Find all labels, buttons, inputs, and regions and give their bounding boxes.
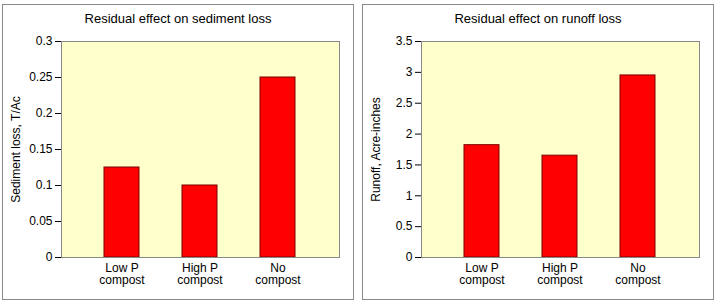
- svg-text:0: 0: [46, 250, 53, 264]
- html-text:Residual effect on runoff loss: Residual effect on runoff loss: [454, 11, 622, 26]
- svg-text:2: 2: [406, 127, 413, 141]
- html-text:Residual effect on sediment lo: Residual effect on sediment loss: [84, 11, 272, 26]
- svg-text:3.5: 3.5: [396, 34, 413, 48]
- svg-text:0.05: 0.05: [29, 214, 53, 228]
- svg-text:Nocompost: Nocompost: [615, 261, 661, 287]
- svg-text:0.3: 0.3: [36, 34, 53, 48]
- svg-text:0.25: 0.25: [29, 70, 53, 84]
- svg-text:3: 3: [406, 65, 413, 79]
- svg-text:Low Pcompost: Low Pcompost: [99, 261, 145, 287]
- svg-text:1.5: 1.5: [396, 158, 413, 172]
- svg-text:0.5: 0.5: [396, 219, 413, 233]
- svg-text:1: 1: [406, 189, 413, 203]
- svg-text:0.1: 0.1: [36, 178, 53, 192]
- svg-text:High Pcompost: High Pcompost: [537, 261, 583, 287]
- svg-text:High Pcompost: High Pcompost: [177, 261, 223, 287]
- svg-text:0.15: 0.15: [29, 142, 53, 156]
- svg-text:Runoff, Acre-inches: Runoff, Acre-inches: [369, 97, 383, 202]
- svg-text:0.2: 0.2: [36, 106, 53, 120]
- svg-text:Nocompost: Nocompost: [255, 261, 301, 287]
- svg-text:0: 0: [406, 250, 413, 264]
- svg-text:Low Pcompost: Low Pcompost: [459, 261, 505, 287]
- svg-text:Sediment loss, T/Ac: Sediment loss, T/Ac: [9, 96, 23, 203]
- svg-text:2.5: 2.5: [396, 96, 413, 110]
